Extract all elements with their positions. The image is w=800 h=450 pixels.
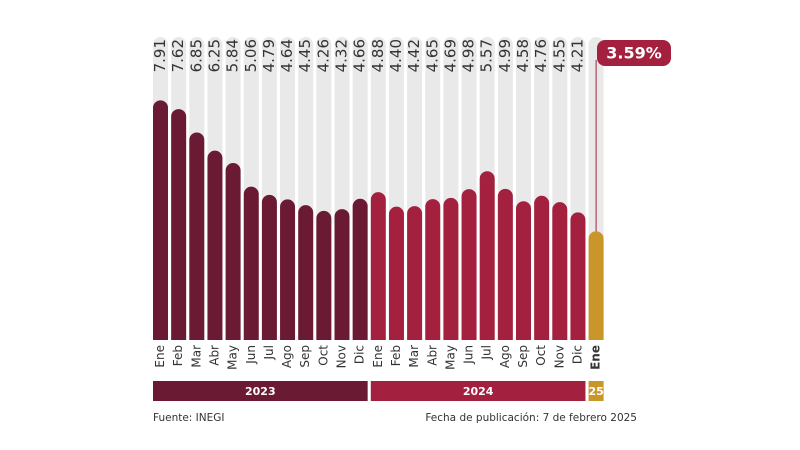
bar (516, 201, 531, 340)
value-label: 7.62 (169, 39, 187, 72)
value-label: 6.25 (205, 39, 223, 72)
x-tick-label: Jul (480, 345, 494, 360)
bar (425, 199, 441, 340)
value-label: 4.55 (550, 39, 568, 72)
year-band (370, 381, 586, 401)
bar (171, 109, 187, 340)
bar (570, 212, 586, 340)
bar (189, 132, 205, 340)
year-label: 25 (588, 385, 603, 398)
bar (352, 198, 368, 340)
value-label: 4.79 (260, 39, 278, 72)
value-label: 4.66 (351, 39, 369, 72)
x-tick-label: Feb (171, 345, 185, 366)
value-label: 4.21 (568, 39, 586, 72)
bar (280, 199, 296, 340)
value-label: 4.26 (314, 39, 332, 72)
x-tick-label: Mar (407, 345, 421, 368)
bar (334, 209, 350, 340)
x-tick-label: Feb (389, 345, 403, 366)
value-label: 4.40 (387, 39, 405, 72)
value-label: 5.57 (478, 39, 496, 72)
x-tick-label: Ago (498, 345, 512, 368)
value-label: 4.98 (460, 39, 478, 72)
x-tick-label: Ene (589, 345, 603, 370)
value-label: 4.99 (496, 39, 514, 72)
x-tick-label: Oct (316, 345, 330, 366)
value-label: 7.91 (151, 39, 169, 72)
value-label: 4.64 (278, 39, 296, 72)
x-tick-label: Dic (570, 345, 584, 364)
x-tick-label: Jun (244, 345, 258, 365)
x-tick-label: Abr (207, 345, 221, 366)
x-tick-label: Nov (552, 345, 566, 368)
bar (407, 206, 423, 340)
value-label: 6.85 (187, 39, 205, 72)
x-tick-label: May (226, 345, 240, 370)
bar (388, 206, 404, 340)
bar (479, 171, 495, 340)
bar (153, 100, 168, 340)
bar (316, 210, 332, 340)
value-label: 3.59% (606, 44, 662, 63)
bar (552, 202, 568, 340)
bar (534, 195, 550, 340)
value-label: 4.58 (514, 39, 532, 72)
source: Fuente: INEGI (153, 412, 225, 424)
x-tick-label: Ene (153, 345, 167, 368)
bar (243, 186, 259, 340)
x-tick-label: Jul (262, 345, 276, 360)
x-tick-label: Ago (280, 345, 294, 368)
x-tick-label: Ene (371, 345, 385, 368)
value-label: 4.88 (369, 39, 387, 72)
bar (207, 150, 223, 340)
year-band (153, 381, 368, 401)
value-label: 4.69 (441, 39, 459, 72)
value-label: 4.65 (423, 39, 441, 72)
bar (225, 163, 241, 340)
value-label: 4.32 (333, 39, 351, 72)
bar (443, 197, 459, 340)
x-tick-label: Sep (298, 345, 312, 368)
x-tick-label: Jun (462, 345, 476, 365)
x-tick-label: Mar (189, 345, 203, 368)
bar (261, 194, 277, 340)
year-band (588, 381, 604, 401)
bar (461, 189, 477, 340)
value-label: 5.84 (224, 39, 242, 72)
x-tick-label: Sep (516, 345, 530, 368)
callout-box (597, 40, 671, 66)
year-label: 2023 (245, 385, 276, 398)
bar (497, 188, 513, 340)
bar (298, 205, 314, 340)
x-tick-label: Abr (425, 345, 439, 366)
value-label: 4.42 (405, 39, 423, 72)
x-tick-label: Dic (353, 345, 367, 364)
x-tick-label: Oct (534, 345, 548, 366)
publication-date: Fecha de publicación: 7 de febrero 2025 (425, 412, 637, 424)
year-label: 2024 (463, 385, 494, 398)
value-label: 5.06 (242, 39, 260, 72)
value-label: 4.76 (532, 39, 550, 72)
x-tick-label: May (443, 345, 457, 370)
bar (588, 231, 604, 340)
value-label: 4.45 (296, 39, 314, 72)
x-tick-label: Nov (335, 345, 349, 368)
bar (370, 192, 386, 340)
